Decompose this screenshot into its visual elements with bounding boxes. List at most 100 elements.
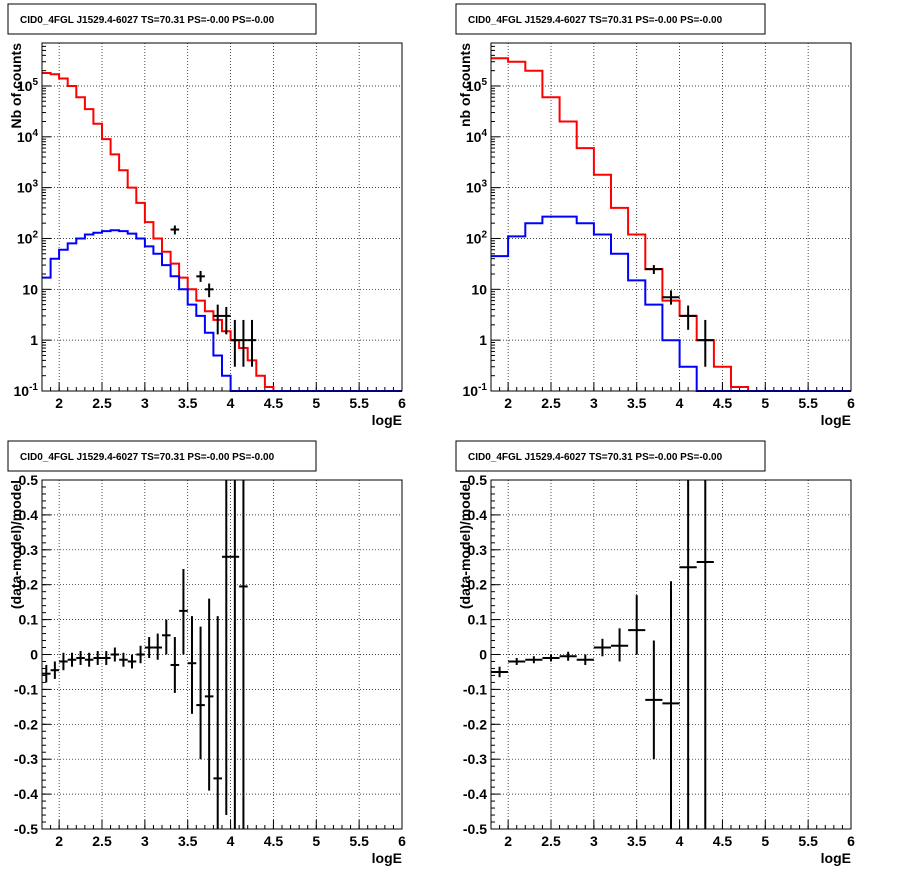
x-tick-label: 4.5 <box>264 833 284 849</box>
data-point <box>213 304 222 335</box>
y-tick-label: 0.3 <box>19 542 39 558</box>
y-axis-label: (data-model)/model <box>8 480 24 609</box>
x-tick-label: 3.5 <box>627 833 647 849</box>
y-tick-label: -0.2 <box>14 716 38 732</box>
plot-frame <box>41 479 403 830</box>
data-point <box>196 626 205 760</box>
x-tick-label: 4 <box>227 833 235 849</box>
x-tick-label: 5.5 <box>798 395 818 411</box>
data-point <box>196 270 205 282</box>
y-tick-label: 10-1 <box>14 382 39 399</box>
x-axis-label: logE <box>821 850 851 866</box>
data-point <box>230 480 240 829</box>
histogram-series <box>42 229 402 392</box>
data-point <box>153 633 162 660</box>
data-point <box>213 616 222 829</box>
y-tick-label: -0.3 <box>463 751 487 767</box>
x-tick-label: 2.5 <box>92 833 112 849</box>
data-point <box>110 647 120 662</box>
x-tick-label: 4.5 <box>264 395 284 411</box>
data-point <box>144 637 154 658</box>
y-tick-label: 102 <box>17 229 39 246</box>
y-tick-label: 0.1 <box>468 612 488 628</box>
x-tick-label: 3 <box>590 395 598 411</box>
data-point <box>611 628 629 662</box>
data-point <box>662 290 680 305</box>
y-tick-label: 103 <box>17 179 39 196</box>
plot-area-top-right: 2 2.5 3 3.5 4 4.5 5 5.5 610-1110102103104105logE… <box>457 42 855 428</box>
data-point <box>222 306 231 335</box>
x-tick-label: 3.5 <box>627 395 647 411</box>
x-tick-label: 3 <box>141 833 149 849</box>
data-point <box>662 581 680 829</box>
data-point <box>179 568 188 655</box>
y-tick-label: -0.5 <box>14 821 38 837</box>
data-point <box>645 265 663 275</box>
data-point <box>170 637 180 693</box>
y-tick-label: 10 <box>471 281 487 297</box>
y-tick-label: 103 <box>466 179 488 196</box>
data-point <box>508 657 526 665</box>
data-point <box>50 661 60 679</box>
panel-top-right: CID0_4FGL J1529.4-6027 TS=70.31 PS=-0.00… <box>455 3 766 35</box>
panel-title: CID0_4FGL J1529.4-6027 TS=70.31 PS=-0.00… <box>468 452 723 463</box>
y-tick-label: 0 <box>30 647 38 663</box>
y-tick-label: -0.1 <box>14 681 38 697</box>
panel-title-box <box>455 440 766 472</box>
plot-frame <box>490 479 852 830</box>
panel-title-box <box>7 440 317 472</box>
y-tick-label: 1 <box>479 332 487 348</box>
y-tick-label: 0.2 <box>468 577 488 593</box>
y-tick-label: 0.1 <box>19 612 39 628</box>
x-tick-label: 4 <box>676 395 684 411</box>
data-point <box>679 305 697 330</box>
data-point <box>136 645 145 664</box>
x-tick-label: 5.5 <box>349 833 369 849</box>
panel-title-box <box>7 3 317 35</box>
y-tick-label: 0.4 <box>19 507 39 523</box>
x-tick-label: 2 <box>55 833 63 849</box>
x-tick-label: 6 <box>398 833 406 849</box>
y-tick-label: -0.5 <box>463 821 487 837</box>
data-point <box>247 319 257 367</box>
x-tick-label: 3 <box>590 833 598 849</box>
data-point <box>162 619 171 655</box>
data-point <box>93 651 102 665</box>
data-point <box>628 595 646 655</box>
x-tick-label: 5 <box>312 395 320 411</box>
data-point <box>84 652 94 667</box>
x-tick-label: 5 <box>312 833 320 849</box>
y-tick-label: 1 <box>30 332 38 348</box>
y-tick-label: 104 <box>466 128 488 145</box>
x-tick-label: 4.5 <box>713 833 733 849</box>
x-tick-label: 4.5 <box>713 395 733 411</box>
plot-frame <box>490 42 852 392</box>
data-point <box>127 654 137 669</box>
y-tick-label: 0.5 <box>19 472 39 488</box>
data-point <box>525 656 543 664</box>
x-tick-label: 5 <box>761 395 769 411</box>
y-tick-label: 104 <box>17 128 39 145</box>
panel-title: CID0_4FGL J1529.4-6027 TS=70.31 PS=-0.00… <box>20 15 275 26</box>
data-point <box>59 652 68 671</box>
y-tick-label: 0.3 <box>468 542 488 558</box>
data-point <box>576 654 594 665</box>
y-tick-label: 102 <box>466 229 488 246</box>
y-tick-label: 0 <box>479 647 487 663</box>
data-point <box>170 225 180 235</box>
x-tick-label: 2 <box>504 833 512 849</box>
x-tick-label: 4 <box>227 395 235 411</box>
x-tick-label: 3 <box>141 395 149 411</box>
x-tick-label: 3.5 <box>178 395 198 411</box>
x-tick-label: 2.5 <box>541 833 561 849</box>
data-point <box>42 664 51 683</box>
panel-bottom-right: CID0_4FGL J1529.4-6027 TS=70.31 PS=-0.00… <box>455 440 766 472</box>
x-tick-label: 5.5 <box>349 395 369 411</box>
data-point <box>102 651 111 665</box>
panel-top-left: CID0_4FGL J1529.4-6027 TS=70.31 PS=-0.00… <box>7 3 317 35</box>
plot-area-top-left: 2 2.5 3 3.5 4 4.5 5 5.5 610-1110102103104105logE… <box>8 42 406 428</box>
x-tick-label: 6 <box>847 395 855 411</box>
y-axis-label: (data-model)/model <box>457 480 473 609</box>
panel-bottom-left: CID0_4FGL J1529.4-6027 TS=70.31 PS=-0.00… <box>7 440 317 472</box>
